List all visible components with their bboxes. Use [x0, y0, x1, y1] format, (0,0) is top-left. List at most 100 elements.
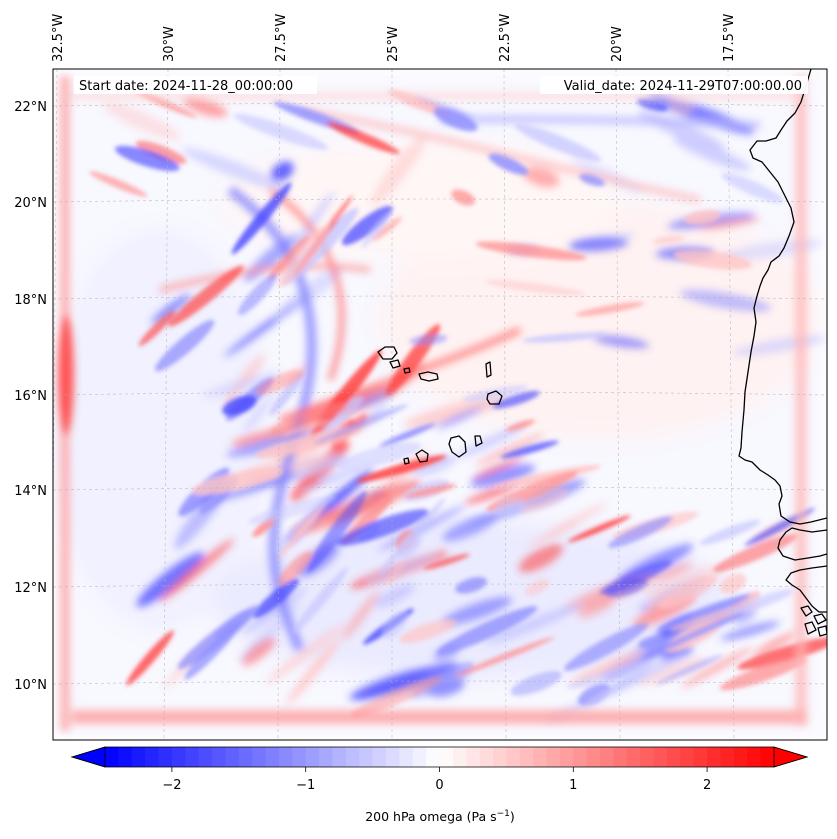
omega-streak — [567, 515, 631, 543]
omega-streak — [638, 635, 662, 649]
colorbar-level — [613, 747, 628, 767]
colorbar-level — [466, 747, 481, 767]
meridian-line — [615, 69, 621, 740]
omega-streak — [719, 657, 807, 691]
omega-streak — [582, 667, 651, 707]
colorbar-ticks: −2 −1 0 1 2 — [162, 767, 711, 793]
colorbar-extend-min — [70, 746, 106, 768]
colorbar-tick-label: 0 — [435, 778, 443, 793]
colorbar-level — [626, 747, 641, 767]
omega-streak — [570, 650, 645, 685]
omega-streak — [441, 661, 474, 681]
omega-streak — [267, 234, 311, 281]
african-coast — [738, 69, 827, 525]
omega-streak — [640, 612, 744, 659]
omega-streak — [269, 371, 306, 416]
colorbar-level — [252, 747, 267, 767]
omega-streak — [608, 516, 673, 548]
omega-streak — [423, 553, 470, 570]
omega-streak — [575, 302, 645, 317]
omega-streak — [313, 404, 409, 445]
colorbar-level — [238, 747, 253, 767]
omega-streak — [752, 632, 796, 657]
omega-field — [53, 69, 827, 740]
omega-streak — [569, 237, 629, 252]
omega-streak — [126, 630, 174, 686]
omega-streak — [135, 140, 187, 165]
omega-streak — [668, 98, 693, 115]
colorbar-level — [760, 747, 775, 767]
omega-streak — [326, 121, 400, 154]
omega-streak — [518, 544, 564, 573]
colorbar-level — [640, 747, 655, 767]
omega-streak — [681, 647, 753, 688]
start-date-text: Start date: 2024-11-28_00:00:00 — [79, 79, 293, 94]
longitude-tick-label: 27.5°W — [274, 14, 289, 62]
omega-streak — [278, 501, 327, 559]
colorbar: −2 −1 0 1 2 200 hPa omega (Pa s−1) — [70, 746, 809, 824]
omega-streak — [378, 497, 446, 576]
omega-streak — [89, 171, 148, 197]
omega-streak — [306, 490, 367, 573]
bijagos-islands — [800, 605, 827, 637]
parallel-line — [53, 295, 827, 300]
latitude-labels: 22°N 20°N 18°N 16°N 14°N 12°N 10°N — [14, 100, 47, 693]
colorbar-level — [653, 747, 668, 767]
omega-band — [299, 107, 701, 203]
omega-streak — [352, 390, 394, 409]
parallel-line — [53, 680, 827, 685]
longitude-labels: 32.5°W 30°W 27.5°W 25°W 22.5°W 20°W 17.5°W — [51, 14, 737, 62]
colorbar-level — [198, 747, 213, 767]
omega-streak — [720, 621, 780, 641]
colorbar-level — [319, 747, 333, 767]
omega-streak — [282, 419, 331, 437]
omega-streak — [341, 590, 380, 641]
colorbar-level — [573, 747, 588, 767]
omega-streak — [526, 521, 580, 548]
colorbar-outline — [70, 746, 809, 768]
colorbar-level — [720, 747, 735, 767]
colorbar-level — [278, 747, 293, 767]
colorbar-level — [733, 747, 748, 767]
colorbar-tick-label: 2 — [703, 778, 711, 793]
latitude-tick-label: 14°N — [14, 484, 47, 499]
meridian-line — [277, 69, 281, 740]
colorbar-label-exponent: −1 — [497, 809, 510, 819]
omega-streak — [658, 593, 751, 631]
omega-streak — [405, 483, 457, 499]
omega-streak — [292, 567, 348, 635]
omega-streak — [371, 136, 426, 206]
omega-streak — [136, 552, 205, 607]
omega-streak — [138, 310, 176, 347]
omega-streak — [336, 442, 422, 470]
longitude-tick-label: 32.5°W — [51, 14, 66, 62]
omega-streak — [159, 538, 235, 602]
colorbar-label-tail: ) — [510, 809, 515, 824]
omega-streak — [713, 533, 798, 572]
omega-streak — [379, 423, 436, 447]
omega-streak — [182, 148, 289, 192]
colorbar-level — [131, 747, 146, 767]
omega-streak — [455, 424, 527, 459]
omega-streak — [472, 455, 525, 480]
colorbar-tick-label: −2 — [162, 778, 181, 793]
colorbar-level — [680, 747, 695, 767]
colorbar-level — [493, 747, 507, 767]
omega-streak — [115, 145, 180, 172]
omega-streak — [248, 495, 337, 525]
colorbar-level — [519, 747, 534, 767]
omega-streak — [231, 182, 292, 255]
omega-streak — [505, 419, 536, 432]
boundary-frame — [58, 76, 807, 731]
omega-streak — [255, 369, 304, 395]
omega-streak — [494, 498, 525, 518]
map-frame — [52, 68, 828, 741]
omega-streak — [730, 589, 794, 614]
omega-streak — [593, 335, 650, 349]
colorbar-level — [158, 747, 173, 767]
colorbar-level — [292, 747, 307, 767]
map-panel: Start date: 2024-11-28_00:00:00 Valid_da… — [52, 68, 828, 741]
omega-streak — [435, 407, 481, 429]
colorbar-levels — [105, 747, 775, 767]
omega-streak — [656, 654, 723, 685]
